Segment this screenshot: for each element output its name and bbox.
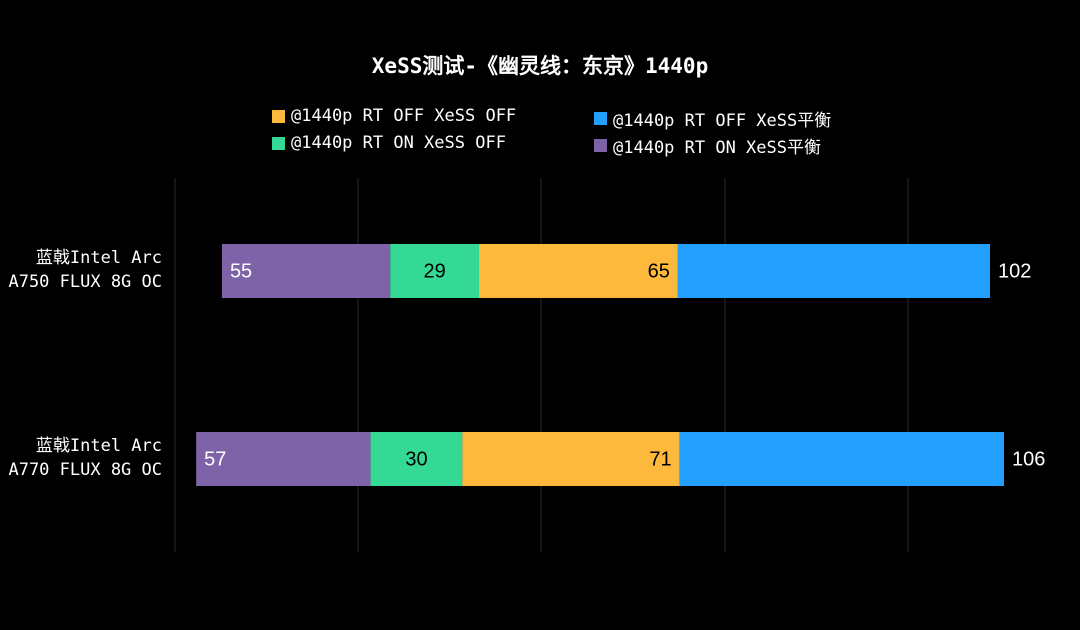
legend-swatch (272, 109, 285, 123)
data-label: 57 (204, 448, 226, 470)
bar-segment (390, 244, 479, 298)
chart-title: XeSS测试-《幽灵线：东京》1440p (371, 54, 709, 78)
bar-segment (370, 432, 463, 486)
data-label: 65 (648, 260, 670, 282)
legend-swatch (594, 139, 607, 152)
bar-segment (221, 244, 391, 298)
legend-item-rt-off-xess-balanced: @1440p RT OFF XeSS平衡 (594, 106, 831, 131)
legend-item-rt-on-xess-off: @1440p RT ON XeSS OFF (272, 133, 506, 153)
bar-segment (679, 432, 1004, 486)
legend-label: @1440p RT OFF XeSS OFF (291, 106, 517, 126)
legend-label: @1440p RT ON XeSS平衡 (613, 138, 821, 158)
chart-legend: @1440p RT OFF XeSS OFF @1440p RT OFF XeS… (272, 106, 912, 158)
legend-swatch (272, 136, 285, 150)
data-label: 106 (1012, 448, 1045, 470)
data-label: 29 (423, 260, 445, 282)
category-label-a750: 蓝戟Intel Arc A750 FLUX 8G OC (8, 248, 162, 292)
bar-segment (478, 244, 678, 298)
data-label: 102 (998, 260, 1031, 282)
bar-segment (677, 244, 990, 298)
data-label: 55 (230, 260, 252, 282)
data-label: 30 (405, 448, 427, 470)
bar-segment (462, 432, 680, 486)
legend-swatch (594, 112, 607, 125)
legend-label: @1440p RT ON XeSS OFF (291, 133, 506, 153)
legend-label: @1440p RT OFF XeSS平衡 (613, 111, 832, 131)
data-label: 71 (649, 448, 671, 470)
category-label-a770: 蓝戟Intel Arc A770 FLUX 8G OC (8, 436, 162, 480)
legend-item-rt-on-xess-balanced: @1440p RT ON XeSS平衡 (594, 133, 821, 158)
bar-segment (196, 432, 371, 486)
legend-item-rt-off-xess-off: @1440p RT OFF XeSS OFF (272, 106, 516, 126)
